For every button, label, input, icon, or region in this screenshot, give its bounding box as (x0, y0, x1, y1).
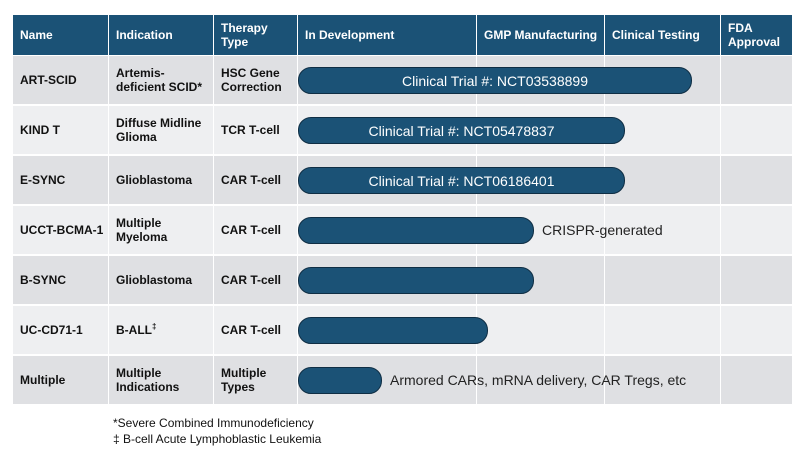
header-indication: Indication (109, 15, 214, 55)
stage-cell (605, 356, 721, 404)
table-header: Name Indication Therapy Type In Developm… (13, 15, 792, 55)
indication-text: B-ALL‡ (116, 322, 157, 338)
indication-text: Glioblastoma (116, 273, 193, 287)
cell-indication: Multiple Indications (109, 356, 214, 404)
table-row: ART-SCID Artemis-deficient SCID* HSC Gene … (13, 56, 792, 104)
stage-cell (721, 256, 792, 304)
stage-cell (721, 306, 792, 354)
progress-note: Armored CARs, mRNA delivery, CAR Tregs, … (390, 372, 687, 388)
progress-bar (298, 317, 488, 344)
trial-number-label: Clinical Trial #: NCT05478837 (368, 122, 555, 139)
cell-indication: Glioblastoma (109, 156, 214, 204)
cell-therapy-type: Multiple Types (214, 356, 298, 404)
stage-cell (605, 306, 721, 354)
cell-name: Multiple (13, 356, 109, 404)
cell-therapy-type: CAR T-cell (214, 306, 298, 354)
indication-text: Artemis-deficient SCID* (116, 66, 203, 94)
progress-bar (298, 367, 382, 394)
cell-indication: B-ALL‡ (109, 306, 214, 354)
table-row: Multiple Multiple Indications Multiple Typ… (13, 356, 792, 404)
cell-indication: Diffuse Midline Glioma (109, 106, 214, 154)
progress-note: CRISPR-generated (542, 222, 663, 238)
cell-therapy-type: HSC Gene Correction (214, 56, 298, 104)
stage-cell (477, 206, 605, 254)
cell-name: UC-CD71-1 (13, 306, 109, 354)
stage-cell (605, 156, 721, 204)
stage-cell (605, 206, 721, 254)
header-in-development: In Development (298, 15, 477, 55)
cell-indication: Glioblastoma (109, 256, 214, 304)
indication-text: Multiple Myeloma (116, 216, 168, 244)
stage-cell (298, 356, 477, 404)
header-gmp-manufacturing: GMP Manufacturing (477, 15, 605, 55)
indication-text: Multiple Indications (116, 366, 180, 394)
footnote-scid: *Severe Combined Immunodeficiency (113, 416, 314, 430)
header-name: Name (13, 15, 109, 55)
cell-indication: Multiple Myeloma (109, 206, 214, 254)
cell-therapy-type: CAR T-cell (214, 206, 298, 254)
trial-number-label: Clinical Trial #: NCT03538899 (402, 72, 588, 89)
cell-indication: Artemis-deficient SCID* (109, 56, 214, 104)
cell-therapy-type: CAR T-cell (214, 156, 298, 204)
stage-cell (721, 156, 792, 204)
indication-footnote-mark: ‡ (152, 322, 157, 331)
progress-bar: Clinical Trial #: NCT03538899 (298, 67, 692, 94)
table-row: E-SYNC Glioblastoma CAR T-cell Clinical Tri… (13, 156, 792, 204)
footnote-ball: ‡ B-cell Acute Lymphoblastic Leukemia (113, 432, 322, 446)
stage-cell (605, 106, 721, 154)
cell-name: ART-SCID (13, 56, 109, 104)
header-clinical-testing: Clinical Testing (605, 15, 721, 55)
indication-text: Diffuse Midline Glioma (116, 116, 202, 144)
cell-name: B-SYNC (13, 256, 109, 304)
cell-name: UCCT-BCMA-1 (13, 206, 109, 254)
trial-number-label: Clinical Trial #: NCT06186401 (368, 172, 555, 189)
stage-cell (721, 56, 792, 104)
header-fda-approval: FDA Approval (728, 21, 781, 49)
cell-name: E-SYNC (13, 156, 109, 204)
table-row: UC-CD71-1 B-ALL‡ CAR T-cell (13, 306, 792, 354)
progress-bar: Clinical Trial #: NCT05478837 (298, 117, 625, 144)
cell-therapy-type: TCR T-cell (214, 106, 298, 154)
progress-bar (298, 217, 534, 244)
stage-cell (721, 106, 792, 154)
progress-bar (298, 267, 534, 294)
stage-cell (477, 356, 605, 404)
indication-footnote-mark: * (197, 80, 203, 94)
cell-therapy-type: CAR T-cell (214, 256, 298, 304)
table-row: UCCT-BCMA-1 Multiple Myeloma CAR T-cell CRI… (13, 206, 792, 254)
progress-bar: Clinical Trial #: NCT06186401 (298, 167, 625, 194)
table-row: KIND T Diffuse Midline Glioma TCR T-cell Cl… (13, 106, 792, 154)
table-row: B-SYNC Glioblastoma CAR T-cell (13, 256, 792, 304)
stage-cell (477, 306, 605, 354)
header-therapy-type: Therapy Type (214, 15, 298, 55)
stage-cell (721, 206, 792, 254)
pipeline-table: Name Indication Therapy Type In Developm… (13, 15, 792, 408)
stage-cell (721, 356, 792, 404)
cell-name: KIND T (13, 106, 109, 154)
stage-cell (477, 256, 605, 304)
indication-text: Glioblastoma (116, 173, 193, 187)
stage-cell (605, 56, 721, 104)
stage-cell (605, 256, 721, 304)
